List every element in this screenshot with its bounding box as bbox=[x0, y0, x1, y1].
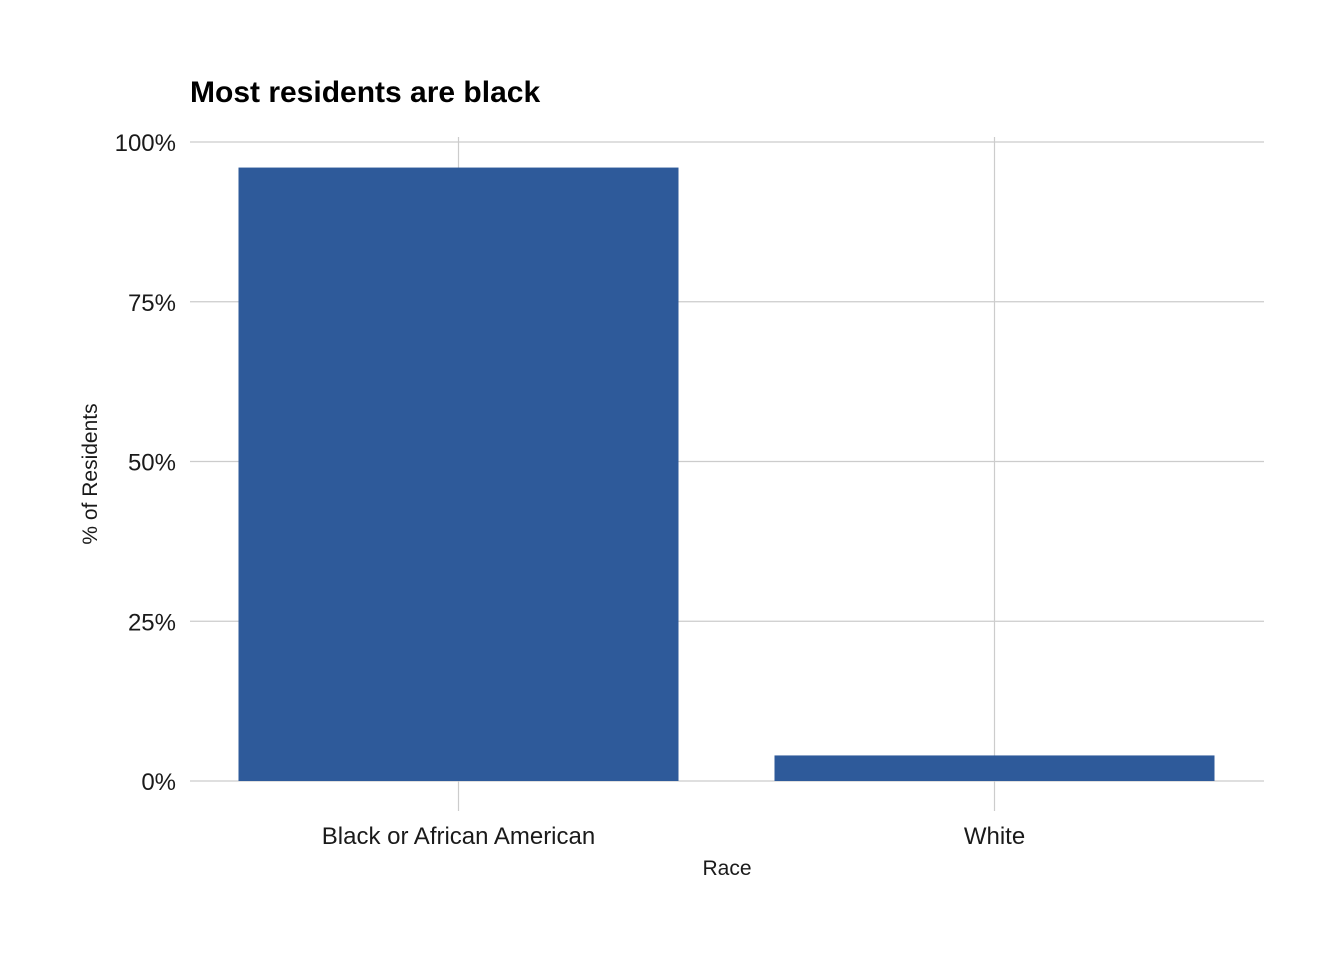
x-axis-title: Race bbox=[702, 857, 751, 880]
bar-black-or-african-american bbox=[238, 167, 679, 781]
y-tick-label: 25% bbox=[128, 609, 176, 636]
y-axis-title: % of Residents bbox=[79, 403, 102, 544]
y-tick-label: 75% bbox=[128, 290, 176, 317]
x-tick-labels: Black or African American White bbox=[322, 823, 1025, 850]
y-tick-labels: 0% 25% 50% 75% 100% bbox=[115, 130, 176, 796]
bars-layer bbox=[238, 167, 1215, 781]
bar-white bbox=[774, 755, 1215, 781]
x-tick-label: White bbox=[964, 823, 1025, 850]
chart-title: Most residents are black bbox=[190, 76, 540, 109]
x-tick-label: Black or African American bbox=[322, 823, 595, 850]
y-tick-label: 100% bbox=[115, 130, 176, 157]
y-tick-label: 50% bbox=[128, 450, 176, 477]
y-tick-label: 0% bbox=[141, 769, 176, 796]
